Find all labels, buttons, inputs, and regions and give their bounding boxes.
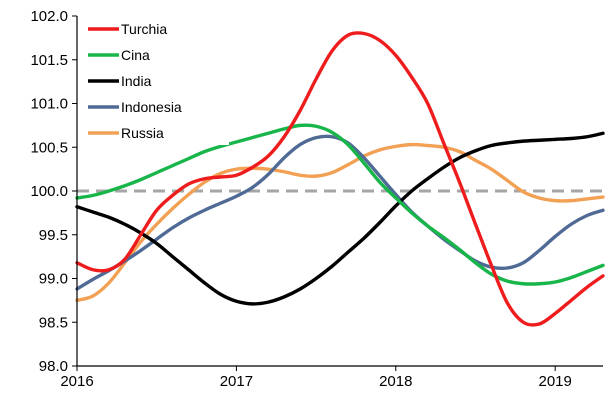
x-tick-label: 2018 xyxy=(379,373,412,390)
x-tick-label: 2016 xyxy=(60,373,93,390)
series-line-india xyxy=(75,131,605,306)
legend-label-turchia: Turchia xyxy=(121,21,167,37)
y-tick-label: 102.0 xyxy=(30,8,68,25)
series-line-russia xyxy=(75,142,605,303)
x-tick-label: 2017 xyxy=(220,373,253,390)
y-tick-label: 101.5 xyxy=(30,52,68,69)
series-line-turchia xyxy=(75,31,605,327)
y-axis-ticks: 98.0 98.5 99.0 99.5 100.0 100.5 101.0 101.5 102.… xyxy=(30,8,77,375)
y-tick-label: 99.5 xyxy=(39,227,68,244)
series-layer xyxy=(75,31,605,327)
x-tick-label: 2019 xyxy=(538,373,571,390)
y-tick-label: 100.5 xyxy=(30,139,68,156)
legend-label-cina: Cina xyxy=(121,47,150,63)
legend: Turchia Cina India Indonesia Russia xyxy=(79,17,229,145)
legend-label-india: India xyxy=(121,73,152,89)
y-tick-label: 101.0 xyxy=(30,96,68,113)
series-line-cina xyxy=(75,123,605,286)
y-tick-label: 98.0 xyxy=(39,358,68,375)
x-axis-ticks: 2016 2017 2018 2019 xyxy=(60,366,572,390)
legend-label-indonesia: Indonesia xyxy=(121,99,182,115)
y-tick-label: 99.0 xyxy=(39,271,68,288)
y-tick-label: 100.0 xyxy=(30,183,68,200)
y-tick-label: 98.5 xyxy=(39,314,68,331)
legend-label-russia: Russia xyxy=(121,125,164,141)
